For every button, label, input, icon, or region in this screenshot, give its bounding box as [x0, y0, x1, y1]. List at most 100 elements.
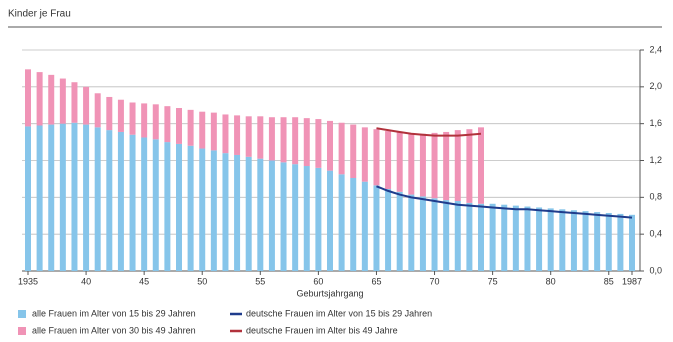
x-tick-label: 1987: [622, 276, 642, 286]
bar: [210, 150, 217, 271]
bar: [385, 131, 392, 190]
bar: [36, 125, 43, 271]
bar: [594, 212, 601, 271]
bar: [48, 124, 55, 272]
x-tick-label: 70: [430, 276, 440, 286]
bar: [629, 214, 635, 271]
bar: [94, 93, 101, 128]
bar: [257, 116, 264, 159]
bar: [83, 86, 90, 125]
line: [376, 127, 482, 137]
x-tick-label: 85: [604, 276, 614, 286]
bar: [106, 96, 113, 131]
x-tick-label: 55: [255, 276, 265, 286]
bar: [338, 122, 345, 175]
bar: [280, 117, 287, 163]
bar: [419, 196, 426, 271]
y-tick-label: 2,0: [649, 81, 662, 91]
bar: [71, 122, 78, 271]
bar: [176, 143, 182, 271]
x-tick-label: 60: [313, 276, 323, 286]
bar: [350, 124, 357, 178]
bar: [524, 206, 531, 271]
bar: [466, 129, 473, 203]
bar: [25, 69, 31, 127]
bar: [454, 201, 461, 271]
bar: [361, 127, 368, 182]
bar: [164, 142, 171, 271]
bar: [419, 133, 426, 197]
line: [376, 185, 633, 219]
bar: [478, 203, 484, 271]
bar: [280, 162, 287, 271]
bar: [106, 130, 113, 271]
bar: [443, 131, 450, 201]
y-tick-label: 2,4: [649, 44, 662, 54]
bar: [141, 137, 148, 271]
bar: [152, 139, 159, 271]
bar: [187, 109, 194, 146]
bar: [361, 181, 368, 271]
bar: [536, 207, 543, 271]
bar: [152, 104, 159, 140]
bar: [292, 117, 299, 165]
bar: [582, 211, 589, 271]
bar: [350, 177, 357, 271]
bar: [373, 185, 380, 271]
bar: [117, 131, 124, 271]
bar: [71, 82, 78, 123]
bar: [385, 189, 392, 271]
legend-label: deutsche Frauen im Alter bis 49 Jahre: [246, 325, 398, 335]
bar: [199, 148, 206, 271]
chart-title: Kinder je Frau: [8, 9, 71, 20]
y-tick-label: 0,4: [649, 229, 662, 239]
x-axis-label: Geburtsjahrgang: [296, 288, 363, 298]
bar: [617, 213, 624, 271]
bar: [327, 120, 333, 171]
x-tick-label: 50: [197, 276, 207, 286]
bar: [570, 210, 577, 271]
bar: [478, 127, 484, 204]
bar: [222, 114, 229, 154]
bar: [373, 129, 380, 186]
bar: [408, 133, 415, 195]
bar: [454, 130, 461, 202]
bar: [466, 202, 473, 271]
bar: [164, 106, 171, 143]
legend-label: alle Frauen im Alter von 15 bis 29 Jahre…: [32, 308, 196, 318]
x-tick-label: 40: [81, 276, 91, 286]
bar: [443, 200, 450, 271]
bar: [303, 166, 310, 271]
bar: [268, 117, 275, 161]
bar: [83, 124, 90, 272]
bar: [48, 74, 55, 125]
bar: [187, 145, 194, 271]
bar: [199, 111, 206, 149]
y-tick-label: 1,2: [649, 155, 662, 165]
bar: [431, 198, 438, 271]
bar: [59, 123, 66, 272]
bar: [94, 127, 101, 271]
bar: [129, 134, 136, 271]
bar: [396, 131, 403, 192]
bar: [245, 156, 252, 271]
bar: [327, 170, 333, 271]
bar: [303, 118, 310, 167]
bar: [396, 191, 403, 271]
x-tick-label: 1935: [18, 276, 38, 286]
bar: [176, 108, 182, 144]
bar: [245, 116, 252, 157]
bar: [234, 154, 241, 271]
x-tick-label: 65: [371, 276, 381, 286]
bar: [36, 72, 43, 126]
bar: [222, 153, 229, 271]
legend-swatch: [18, 310, 26, 318]
bar: [292, 164, 299, 271]
bar: [559, 209, 566, 271]
legend-swatch: [18, 327, 26, 335]
bar: [129, 102, 136, 135]
x-tick-label: 80: [546, 276, 556, 286]
bar: [512, 205, 519, 271]
bar: [234, 115, 241, 155]
